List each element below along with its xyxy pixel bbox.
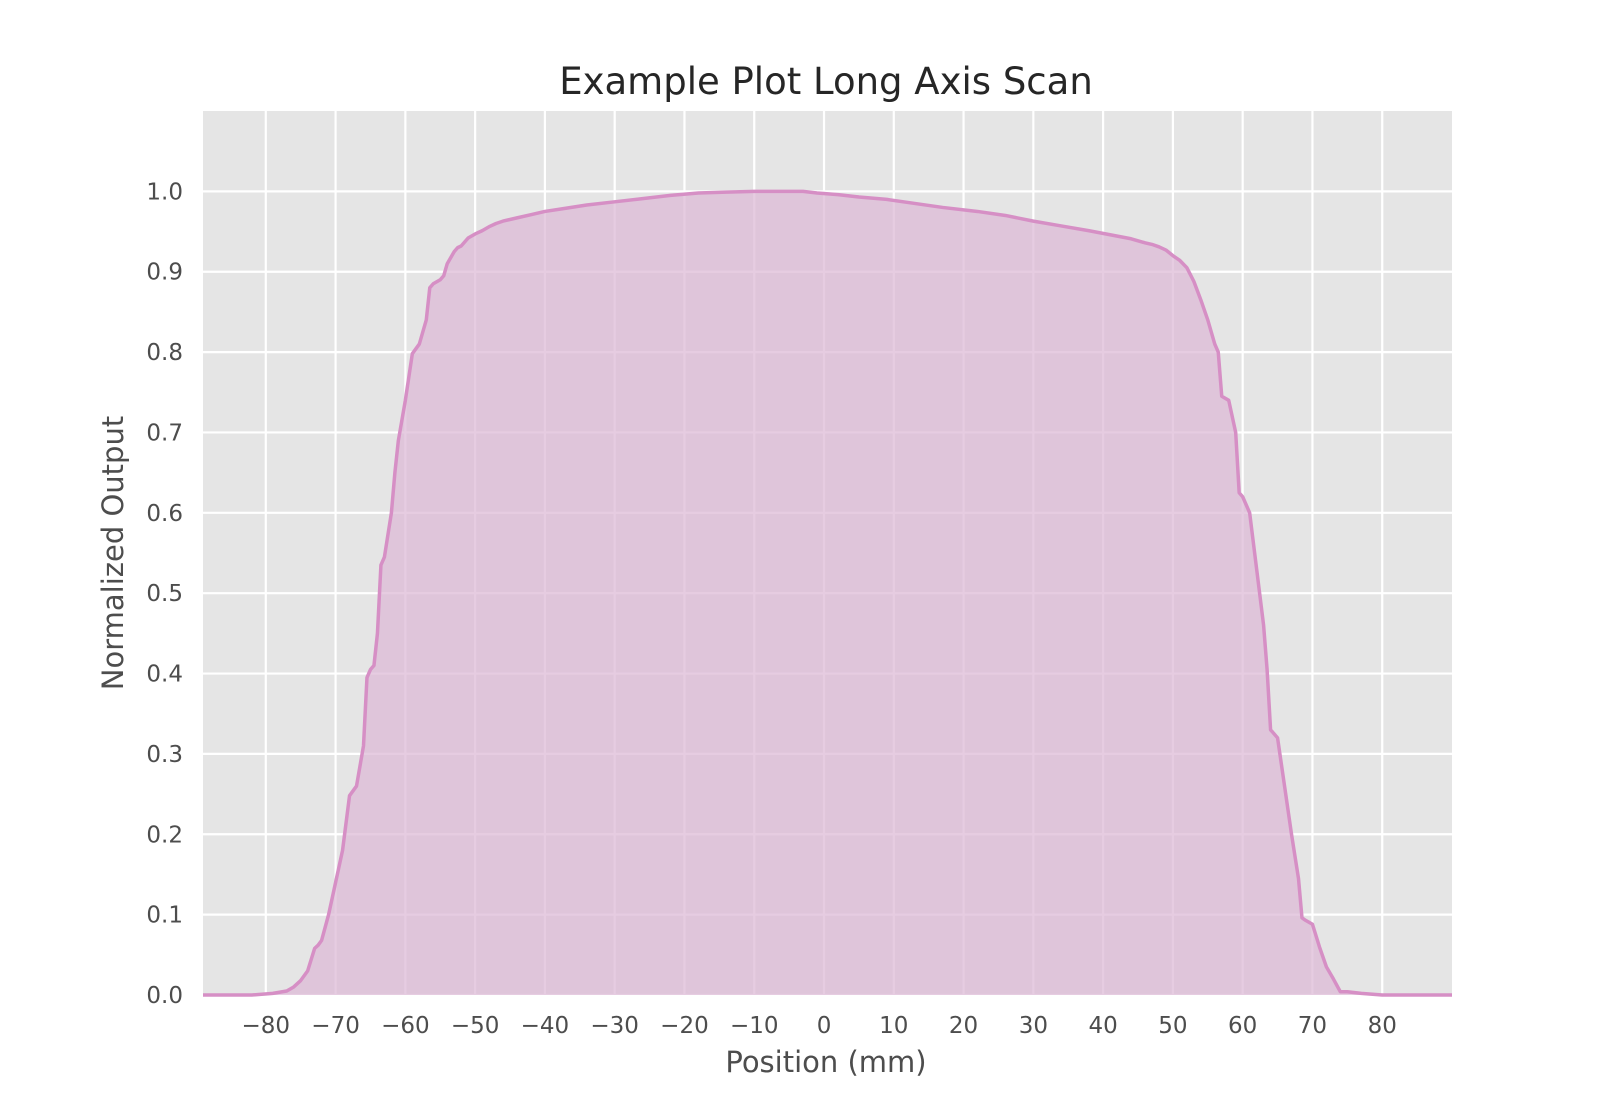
x-tick-label: −70 (311, 1013, 360, 1039)
x-tick-label: −50 (451, 1013, 500, 1039)
y-tick-label: 0.9 (146, 260, 183, 286)
y-tick-label: 0.4 (146, 662, 183, 688)
y-tick-label: 0.1 (146, 903, 183, 929)
y-tick-label: 0.3 (146, 742, 183, 768)
x-tick-label: 0 (817, 1013, 832, 1039)
x-tick-label: −10 (730, 1013, 779, 1039)
x-axis-ticks: −80 −70 −60 −50 −40 −30 −20 −10 0 10 20 30 40 50 60 70 8… (242, 1013, 1397, 1039)
x-tick-label: 80 (1368, 1013, 1397, 1039)
x-tick-label: 10 (879, 1013, 908, 1039)
y-tick-label: 0.8 (146, 340, 183, 366)
x-tick-label: −20 (660, 1013, 709, 1039)
y-tick-label: 0.7 (146, 420, 183, 446)
y-tick-label: 0.5 (146, 581, 183, 607)
y-tick-label: 1.0 (146, 179, 183, 205)
y-tick-label: 0.6 (146, 501, 183, 527)
x-tick-label: −60 (381, 1013, 430, 1039)
x-tick-label: −40 (521, 1013, 570, 1039)
x-tick-label: −30 (590, 1013, 639, 1039)
x-tick-label: 70 (1298, 1013, 1327, 1039)
y-tick-label: 0.0 (146, 983, 183, 1009)
x-tick-label: 50 (1158, 1013, 1187, 1039)
series-line (203, 189, 1452, 997)
y-axis-ticks: 0.0 0.1 0.2 0.3 0.4 0.5 0.6 0.7 0.8 0.9 1.0 (146, 179, 183, 1009)
y-tick-label: 0.2 (146, 822, 183, 848)
series-area-fill (203, 191, 1452, 996)
x-tick-label: 30 (1019, 1013, 1048, 1039)
chart-title: Example Plot Long Axis Scan (559, 60, 1093, 103)
y-axis-label: Normalized Output (96, 416, 130, 690)
x-tick-label: 20 (949, 1013, 978, 1039)
x-tick-label: 40 (1088, 1013, 1117, 1039)
x-tick-label: −80 (242, 1013, 291, 1039)
x-tick-label: 60 (1228, 1013, 1257, 1039)
x-axis-label: Position (mm) (725, 1045, 926, 1079)
